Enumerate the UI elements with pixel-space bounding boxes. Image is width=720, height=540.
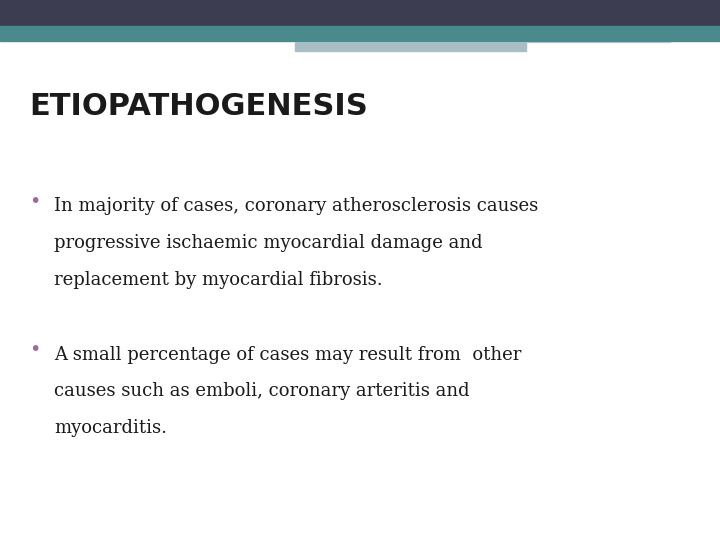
Text: myocarditis.: myocarditis.	[54, 419, 167, 437]
Text: causes such as emboli, coronary arteritis and: causes such as emboli, coronary arteriti…	[54, 382, 469, 400]
Text: progressive ischaemic myocardial damage and: progressive ischaemic myocardial damage …	[54, 234, 482, 252]
Text: ETIOPATHOGENESIS: ETIOPATHOGENESIS	[29, 92, 367, 121]
Text: •: •	[29, 340, 40, 359]
Text: replacement by myocardial fibrosis.: replacement by myocardial fibrosis.	[54, 271, 382, 288]
Text: •: •	[29, 192, 40, 211]
Text: In majority of cases, coronary atherosclerosis causes: In majority of cases, coronary atheroscl…	[54, 197, 539, 215]
Text: A small percentage of cases may result from  other: A small percentage of cases may result f…	[54, 346, 521, 363]
